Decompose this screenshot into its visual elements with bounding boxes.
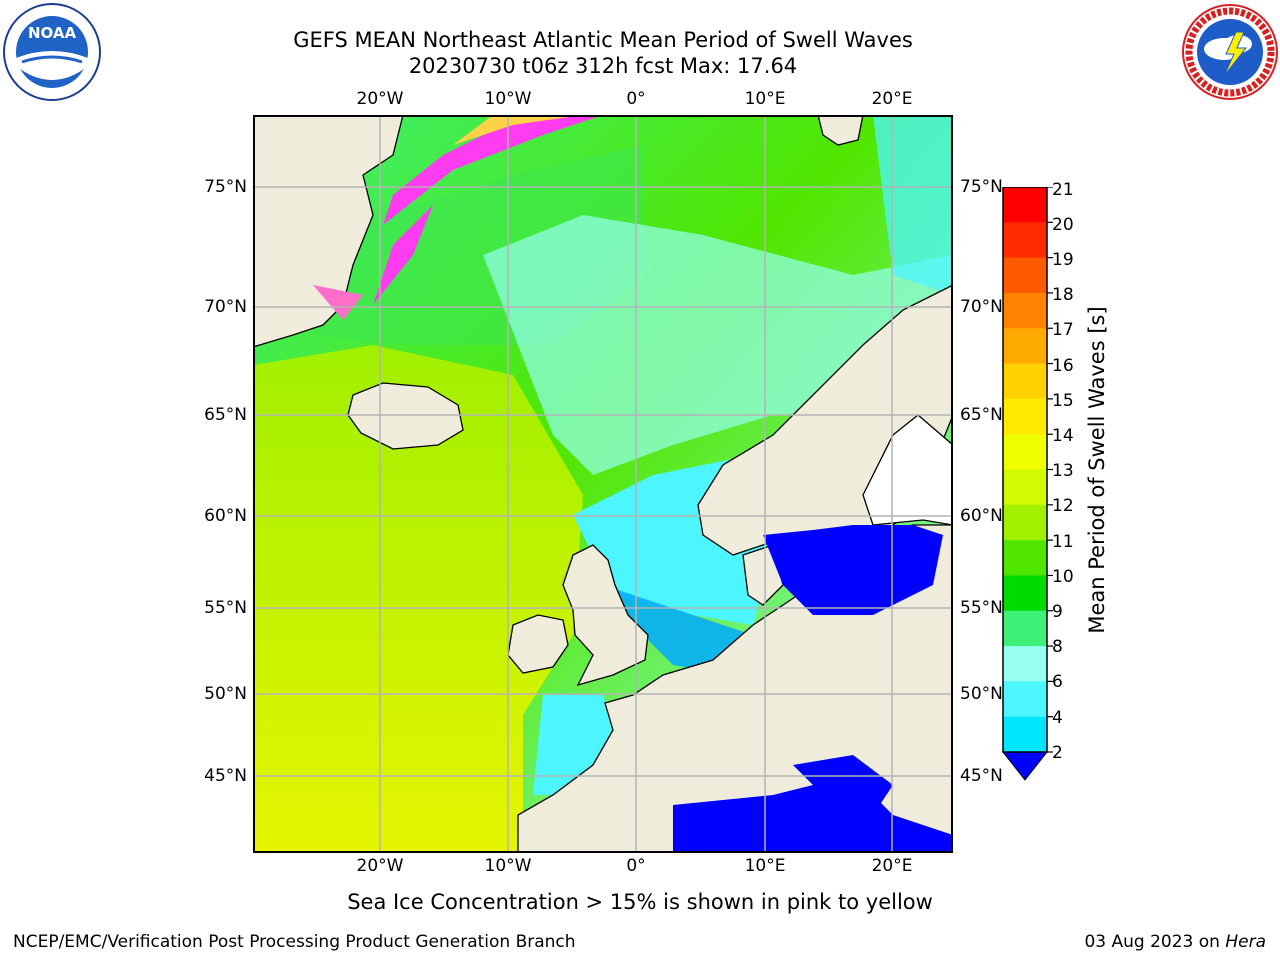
great-britain bbox=[562, 544, 649, 687]
lon-label-10e-bottom: 10°E bbox=[744, 856, 786, 876]
lon-label-10e-top: 10°E bbox=[744, 89, 786, 109]
lat-label-70n-left: 70°N bbox=[204, 297, 247, 317]
colorbar-tick-8: 8 bbox=[1052, 637, 1063, 657]
colorbar-bin bbox=[1003, 540, 1047, 576]
lon-label-0-top: 0° bbox=[626, 89, 646, 109]
colorbar-tick-14: 14 bbox=[1052, 426, 1074, 446]
lat-label-45n-right: 45°N bbox=[960, 766, 1003, 786]
lon-label-10w-bottom: 10°W bbox=[484, 856, 532, 876]
chart-title: GEFS MEAN Northeast Atlantic Mean Period… bbox=[293, 28, 913, 52]
lat-label-50n-right: 50°N bbox=[960, 684, 1003, 704]
lat-label-55n-right: 55°N bbox=[960, 598, 1003, 618]
colorbar-bin bbox=[1003, 469, 1047, 506]
colorbar-tick-4: 4 bbox=[1052, 708, 1063, 728]
graticule bbox=[253, 115, 953, 853]
colorbar-bin bbox=[1003, 363, 1047, 400]
sea-ice-note: Sea Ice Concentration > 15% is shown in … bbox=[347, 890, 933, 914]
generation-date: 03 Aug 2023 on Hera bbox=[1084, 932, 1266, 952]
colorbar-tick-21: 21 bbox=[1052, 180, 1074, 200]
lon-label-20e-bottom: 20°E bbox=[871, 856, 913, 876]
iceland bbox=[347, 382, 464, 450]
lat-label-55n-left: 55°N bbox=[204, 598, 247, 618]
long-period-region bbox=[253, 345, 583, 853]
colorbar-under-arrow bbox=[1001, 751, 1049, 781]
colorbar-bin bbox=[1003, 292, 1047, 329]
map-border bbox=[253, 115, 953, 853]
sea-ice-band bbox=[313, 115, 603, 320]
colorbar-tick-18: 18 bbox=[1052, 285, 1074, 305]
lat-label-65n-left: 65°N bbox=[204, 405, 247, 425]
adriatic-region bbox=[793, 755, 893, 815]
barents-sea-region bbox=[873, 115, 953, 295]
colorbar-label: Mean Period of Swell Waves [s] bbox=[1085, 306, 1109, 634]
colorbar-tick-marks bbox=[1047, 187, 1053, 753]
greenland bbox=[253, 115, 404, 348]
ireland bbox=[507, 614, 569, 674]
colorbar-bin bbox=[1003, 716, 1047, 753]
producer-credit: NCEP/EMC/Verification Post Processing Pr… bbox=[13, 932, 576, 952]
colorbar-bin bbox=[1003, 646, 1047, 682]
chart-subtitle: 20230730 t06z 312h fcst Max: 17.64 bbox=[408, 54, 798, 78]
lon-label-20w-bottom: 20°W bbox=[356, 856, 404, 876]
colorbar-tick-11: 11 bbox=[1052, 532, 1074, 552]
colorbar-tick-19: 19 bbox=[1052, 250, 1074, 270]
lat-label-60n-left: 60°N bbox=[204, 506, 247, 526]
colorbar-tick-9: 9 bbox=[1052, 602, 1063, 622]
noaa-logo-text: NOAA bbox=[28, 24, 77, 42]
colorbar-bin bbox=[1003, 575, 1047, 612]
colorbar-tick-13: 13 bbox=[1052, 461, 1074, 481]
colorbar-bin bbox=[1003, 222, 1047, 259]
colorbar bbox=[1001, 187, 1053, 781]
colorbar-bin bbox=[1003, 187, 1047, 223]
colorbar-tick-12: 12 bbox=[1052, 496, 1074, 516]
colorbar-bin bbox=[1003, 504, 1047, 541]
swell-period-map bbox=[253, 115, 953, 853]
colorbar-tick-10: 10 bbox=[1052, 567, 1074, 587]
baltic-sea-region bbox=[763, 525, 943, 615]
colorbar-tick-15: 15 bbox=[1052, 391, 1074, 411]
colorbar-tick-20: 20 bbox=[1052, 215, 1074, 235]
lon-label-20e-top: 20°E bbox=[871, 89, 913, 109]
lat-label-75n-right: 75°N bbox=[960, 177, 1003, 197]
lat-label-75n-left: 75°N bbox=[204, 177, 247, 197]
colorbar-bin bbox=[1003, 681, 1047, 718]
colorbar-bin bbox=[1003, 610, 1047, 647]
colorbar-bin bbox=[1003, 434, 1047, 470]
colorbar-bin bbox=[1003, 257, 1047, 294]
lon-label-0-bottom: 0° bbox=[626, 856, 646, 876]
lat-label-60n-right: 60°N bbox=[960, 506, 1003, 526]
lat-label-45n-left: 45°N bbox=[204, 766, 247, 786]
lat-label-70n-right: 70°N bbox=[960, 297, 1003, 317]
noaa-logo-icon: NOAA bbox=[3, 3, 101, 101]
colorbar-bin bbox=[1003, 328, 1047, 365]
lat-label-50n-left: 50°N bbox=[204, 684, 247, 704]
host-name: Hera bbox=[1225, 932, 1266, 952]
national-weather-service-logo-icon bbox=[1182, 4, 1278, 100]
colorbar-tick-17: 17 bbox=[1052, 320, 1074, 340]
lon-label-20w-top: 20°W bbox=[356, 89, 404, 109]
colorbar-bin bbox=[1003, 398, 1047, 435]
colorbar-tick-2: 2 bbox=[1052, 743, 1063, 763]
gulf-of-bothnia bbox=[862, 414, 953, 526]
generation-date-text: 03 Aug 2023 on bbox=[1084, 932, 1226, 952]
mediterranean-region bbox=[673, 775, 953, 853]
lon-label-10w-top: 10°W bbox=[484, 89, 532, 109]
colorbar-tick-6: 6 bbox=[1052, 672, 1063, 692]
svalbard bbox=[817, 115, 864, 146]
colorbar-bins bbox=[1003, 187, 1047, 753]
lat-label-65n-right: 65°N bbox=[960, 405, 1003, 425]
colorbar-tick-16: 16 bbox=[1052, 356, 1074, 376]
